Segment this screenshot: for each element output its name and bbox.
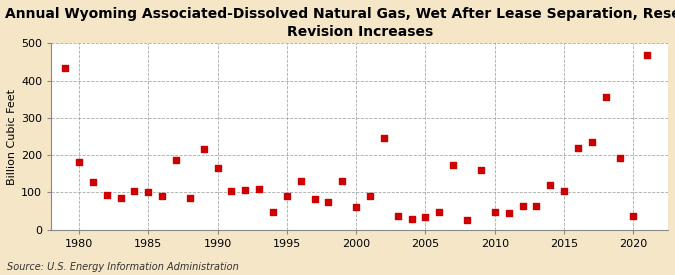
Point (642, 53, 653, 57)
Point (226, 188, 237, 193)
Point (434, 210, 445, 214)
Point (281, 194, 292, 198)
Point (545, 183, 556, 187)
Point (157, 194, 167, 198)
Point (364, 194, 375, 198)
Point (614, 156, 625, 160)
Point (531, 203, 542, 208)
Point (476, 168, 487, 172)
Point (489, 210, 500, 214)
Point (115, 196, 126, 200)
Title: Annual Wyoming Associated-Dissolved Natural Gas, Wet After Lease Separation, Res: Annual Wyoming Associated-Dissolved Natu… (5, 7, 675, 39)
Y-axis label: Billion Cubic Feet: Billion Cubic Feet (7, 89, 17, 185)
Point (379, 136, 389, 141)
Point (628, 214, 639, 218)
Point (504, 211, 514, 215)
Point (462, 218, 472, 223)
Point (517, 204, 528, 208)
Point (88, 180, 99, 184)
Point (184, 196, 195, 200)
Point (406, 216, 417, 221)
Point (392, 214, 403, 218)
Point (198, 147, 209, 151)
Point (171, 158, 182, 162)
Point (296, 178, 306, 183)
Point (559, 188, 570, 193)
Point (448, 162, 458, 167)
Point (59, 65, 70, 70)
Point (254, 186, 265, 191)
Text: Source: U.S. Energy Information Administration: Source: U.S. Energy Information Administ… (7, 262, 238, 272)
Point (74, 159, 84, 164)
Point (309, 197, 320, 201)
Point (240, 188, 250, 192)
Point (351, 204, 362, 209)
Point (143, 190, 154, 194)
Point (337, 179, 348, 183)
Point (600, 95, 611, 100)
Point (323, 200, 334, 204)
Point (267, 210, 278, 214)
Point (572, 145, 583, 150)
Point (129, 189, 140, 194)
Point (101, 193, 112, 198)
Point (212, 166, 223, 170)
Point (420, 214, 431, 219)
Point (587, 139, 597, 144)
